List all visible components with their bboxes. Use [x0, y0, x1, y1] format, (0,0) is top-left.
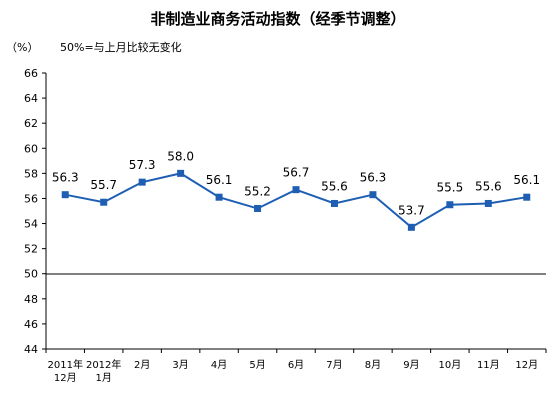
data-point-marker	[330, 199, 338, 207]
data-point-marker	[215, 193, 223, 201]
y-tick-label: 62	[24, 117, 38, 130]
data-point-marker	[177, 169, 185, 177]
y-tick-label: 58	[24, 167, 38, 180]
data-label: 56.1	[513, 173, 540, 187]
data-point-marker	[484, 199, 492, 207]
series-layer: 56.3 55.7 57.3 58.0 56.1 55.2 56.7 55.6 56.3 53.7…	[52, 149, 540, 231]
data-point-marker	[138, 178, 146, 186]
data-label: 56.7	[283, 166, 310, 180]
x-tick-label: 4月	[211, 359, 227, 371]
data-label: 58.0	[167, 149, 194, 163]
y-tick-label: 64	[24, 92, 38, 105]
data-point-marker	[61, 191, 69, 199]
x-tick-label: 2月	[134, 359, 150, 371]
data-label: 55.7	[90, 178, 117, 192]
data-label: 56.1	[206, 173, 233, 187]
y-tick-label: 54	[24, 218, 38, 231]
unit-label: （%）	[6, 41, 38, 54]
y-tick-label: 60	[24, 142, 38, 155]
data-point-marker	[100, 198, 108, 206]
data-label: 53.7	[398, 203, 425, 217]
data-point-marker	[292, 186, 300, 194]
data-point-marker	[369, 191, 377, 199]
data-label: 55.5	[436, 181, 463, 195]
data-label: 56.3	[52, 171, 79, 185]
y-tick-label: 66	[24, 67, 38, 80]
x-tick-label: 2012年 1月	[86, 358, 121, 384]
data-label: 55.6	[321, 179, 348, 193]
y-tick-label: 48	[24, 293, 38, 306]
data-label: 57.3	[129, 158, 156, 172]
x-tick-label: 5月	[249, 359, 265, 371]
data-label: 55.2	[244, 184, 271, 198]
x-tick-label: 11月	[477, 359, 500, 371]
x-tick-label: 9月	[403, 359, 419, 371]
x-tick-label: 6月	[288, 359, 304, 371]
data-point-marker	[407, 223, 415, 231]
chart-title: 非制造业商务活动指数（经季节调整）	[150, 10, 405, 28]
y-tick-label: 50	[24, 268, 38, 281]
data-point-marker	[523, 193, 531, 201]
y-tick-label: 52	[24, 243, 38, 256]
y-axis-ticks: 44 46 48 50 52 54 56 58 60 62 64 66	[24, 67, 46, 356]
x-tick-label: 8月	[365, 359, 381, 371]
data-point-marker	[254, 204, 262, 212]
y-tick-label: 46	[24, 318, 38, 331]
data-point-marker	[446, 201, 454, 209]
x-tick-label: 12月	[515, 359, 538, 371]
x-tick-label: 10月	[438, 359, 461, 371]
x-tick-label: 2011年 12月	[48, 358, 83, 384]
y-tick-label: 56	[24, 192, 38, 205]
data-label: 55.6	[475, 179, 502, 193]
x-tick-label: 3月	[172, 359, 188, 371]
reference-note: 50%=与上月比较无变化	[60, 40, 182, 54]
data-label: 56.3	[360, 171, 387, 185]
y-tick-label: 44	[24, 343, 38, 356]
x-tick-label: 7月	[326, 359, 342, 371]
